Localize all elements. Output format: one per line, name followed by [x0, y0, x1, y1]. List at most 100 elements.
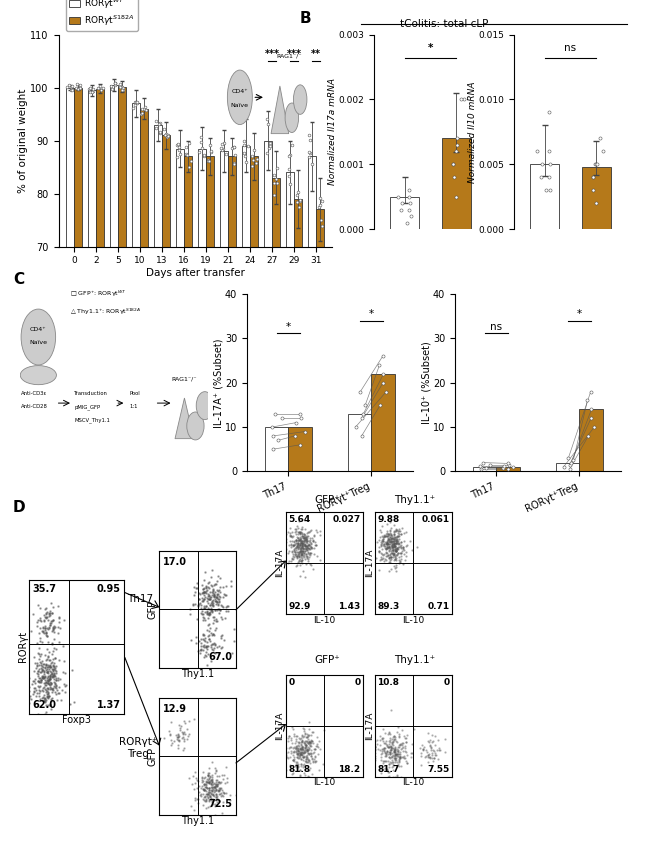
Point	[294, 544, 305, 558]
Point	[301, 548, 311, 561]
Point	[188, 599, 198, 612]
Point	[36, 664, 47, 678]
Bar	[250, 157, 259, 618]
Point	[294, 528, 305, 541]
Point	[41, 658, 51, 672]
Point	[209, 776, 219, 790]
Point	[215, 604, 226, 618]
Point	[291, 740, 301, 754]
Point	[216, 641, 226, 655]
Point	[42, 652, 52, 666]
Point	[211, 791, 222, 804]
Point	[385, 755, 395, 769]
Point	[40, 691, 50, 705]
Point	[201, 599, 211, 613]
Point	[96, 84, 107, 98]
Point	[211, 590, 221, 604]
Point	[214, 781, 225, 795]
Point	[174, 734, 185, 748]
Point	[395, 554, 406, 568]
Legend: ROR$\gamma$t$^{WT}$, ROR$\gamma$t$^{S182A}$: ROR$\gamma$t$^{WT}$, ROR$\gamma$t$^{S182…	[66, 0, 138, 31]
Point	[384, 554, 395, 568]
Point	[206, 144, 216, 158]
Point	[159, 732, 170, 746]
Point	[296, 743, 306, 757]
Point	[200, 601, 210, 615]
Point	[283, 555, 293, 569]
Point	[300, 540, 310, 554]
Point	[296, 747, 306, 761]
Point	[308, 753, 318, 766]
Point	[38, 660, 48, 674]
Point	[400, 540, 411, 554]
Point	[397, 750, 408, 764]
Point	[302, 740, 313, 754]
Y-axis label: IL-17A: IL-17A	[276, 712, 285, 740]
Point	[55, 672, 66, 686]
Point	[393, 753, 404, 767]
Point	[381, 536, 391, 550]
Point	[308, 746, 318, 760]
Point	[202, 781, 212, 795]
Point	[292, 545, 302, 559]
Point	[392, 541, 402, 555]
Point	[202, 657, 213, 671]
Point	[390, 534, 400, 548]
Point	[389, 733, 399, 746]
Point	[387, 735, 397, 749]
Point	[241, 155, 252, 169]
Point	[210, 780, 220, 794]
Point	[298, 537, 308, 551]
Point	[378, 734, 389, 748]
Point	[393, 769, 403, 783]
Point	[299, 538, 309, 552]
Point	[48, 672, 58, 686]
Point	[300, 745, 311, 759]
Point	[217, 768, 228, 782]
Point	[205, 790, 216, 804]
Point	[387, 537, 398, 551]
Point	[393, 535, 404, 549]
Point	[380, 542, 391, 556]
Point	[404, 203, 414, 217]
Point	[33, 667, 44, 681]
Point	[317, 219, 328, 233]
Point	[301, 530, 311, 544]
Point	[208, 586, 218, 600]
Point	[216, 630, 226, 644]
Y-axis label: GFP: GFP	[148, 746, 158, 766]
Point	[290, 541, 300, 555]
Point	[203, 761, 214, 775]
Point	[295, 526, 306, 540]
Text: GFP⁺: GFP⁺	[314, 656, 340, 665]
Point	[390, 744, 400, 758]
Point	[189, 783, 200, 797]
Point	[33, 670, 44, 683]
Point	[204, 617, 214, 631]
Point	[421, 743, 431, 757]
Point	[28, 674, 38, 688]
Point	[301, 754, 311, 768]
Point	[390, 749, 400, 763]
Point	[193, 599, 203, 613]
Point	[39, 671, 49, 685]
Point	[291, 746, 302, 759]
Point	[307, 534, 318, 548]
Point	[558, 460, 569, 474]
Point	[198, 783, 208, 797]
Point	[219, 786, 229, 800]
Point	[43, 676, 53, 690]
Point	[192, 792, 203, 806]
Point	[388, 532, 398, 546]
Point	[207, 773, 217, 787]
Point	[302, 531, 312, 545]
Point	[206, 603, 216, 617]
Point	[212, 779, 222, 793]
Point	[88, 82, 98, 96]
Point	[388, 748, 398, 762]
Point	[204, 788, 214, 802]
Point	[586, 385, 596, 399]
Point	[306, 739, 316, 753]
Point	[387, 750, 398, 764]
Point	[41, 628, 51, 642]
